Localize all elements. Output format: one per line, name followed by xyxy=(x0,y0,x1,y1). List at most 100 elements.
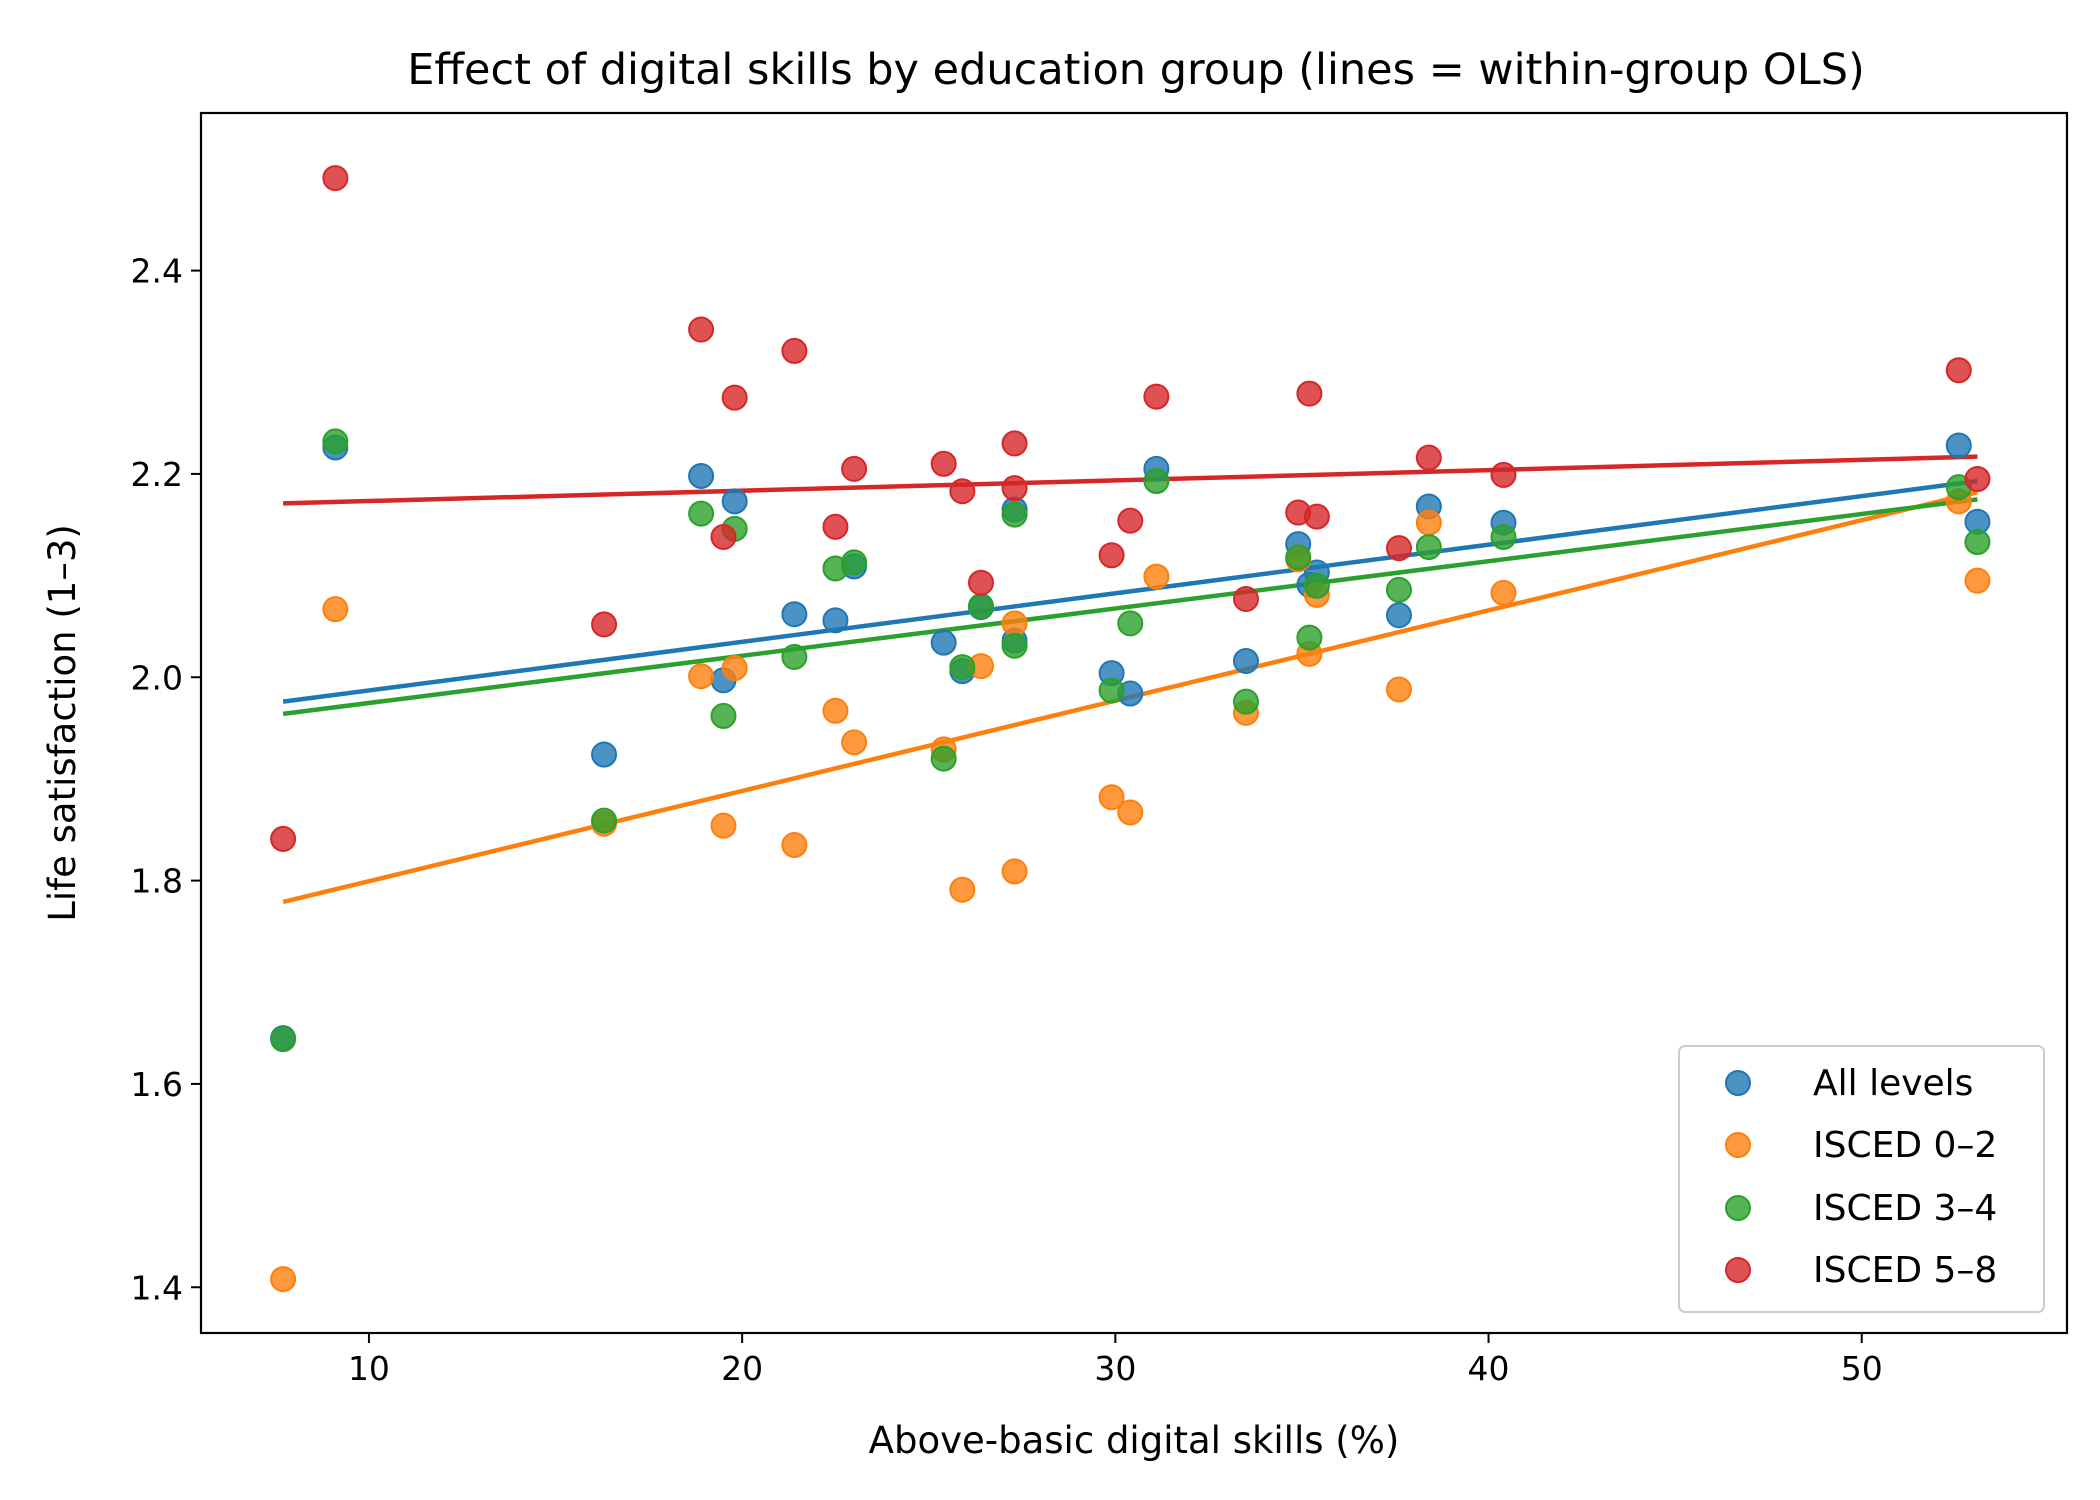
point-isced-5-8 xyxy=(1415,444,1442,471)
x-axis-ticks: 10 20 30 40 50 xyxy=(348,1333,1883,1388)
point-isced-5-8 xyxy=(930,450,957,477)
legend: All levels ISCED 0–2 ISCED 3–4 ISCED 5–8 xyxy=(1678,1045,2045,1313)
point-isced-5-8 xyxy=(1001,475,1028,502)
point-isced-3-4 xyxy=(967,593,994,620)
point-isced-3-4 xyxy=(270,1026,297,1053)
chart-title: Effect of digital skills by education gr… xyxy=(407,45,1865,95)
point-isced-3-4 xyxy=(930,745,957,772)
point-isced-3-4 xyxy=(841,549,868,576)
y-tick-label: 2.4 xyxy=(131,252,183,291)
point-isced-0-2 xyxy=(1117,799,1144,826)
point-isced-3-4 xyxy=(1001,501,1028,528)
legend-label-isced-0-2: ISCED 0–2 xyxy=(1813,1125,1997,1166)
point-isced-3-4 xyxy=(1490,523,1517,550)
plot-area-frame xyxy=(199,111,2069,1335)
y-tick-label: 2.0 xyxy=(131,658,183,697)
fit-line-all-levels xyxy=(282,478,1978,704)
point-isced-3-4 xyxy=(1117,610,1144,637)
legend-frame xyxy=(1678,1045,2045,1313)
y-tick-label: 2.2 xyxy=(131,455,183,494)
point-isced-5-8 xyxy=(822,513,849,540)
point-isced-5-8 xyxy=(1143,383,1170,410)
point-isced-3-4 xyxy=(781,643,808,670)
point-isced-5-8 xyxy=(1232,585,1259,612)
point-isced-0-2 xyxy=(1143,563,1170,590)
legend-marker-isced-0-2 xyxy=(1725,1132,1751,1158)
point-isced-0-2 xyxy=(1098,784,1125,811)
point-isced-0-2 xyxy=(270,1266,297,1293)
point-all-levels xyxy=(688,462,715,489)
scatter-points xyxy=(270,165,1991,1293)
point-all-levels xyxy=(1945,432,1972,459)
point-all-levels xyxy=(1385,602,1412,629)
point-isced-5-8 xyxy=(949,478,976,505)
point-isced-5-8 xyxy=(1385,535,1412,562)
legend-label-isced-3-4: ISCED 3–4 xyxy=(1813,1188,1997,1229)
x-tick-label: 40 xyxy=(1468,1349,1510,1388)
point-isced-5-8 xyxy=(841,455,868,482)
point-isced-3-4 xyxy=(710,702,737,729)
point-isced-0-2 xyxy=(822,697,849,724)
point-isced-5-8 xyxy=(781,337,808,364)
point-isced-0-2 xyxy=(710,812,737,839)
point-isced-5-8 xyxy=(710,523,737,550)
point-isced-0-2 xyxy=(322,596,349,623)
point-isced-5-8 xyxy=(688,316,715,343)
point-isced-3-4 xyxy=(1285,544,1312,571)
point-isced-5-8 xyxy=(1117,507,1144,534)
point-isced-3-4 xyxy=(1232,688,1259,715)
y-tick-label: 1.8 xyxy=(131,862,183,901)
point-isced-5-8 xyxy=(1945,357,1972,384)
legend-label-isced-5-8: ISCED 5–8 xyxy=(1813,1250,1997,1291)
point-isced-0-2 xyxy=(1001,610,1028,637)
x-tick-label: 20 xyxy=(721,1349,763,1388)
point-isced-0-2 xyxy=(688,663,715,690)
point-all-levels xyxy=(822,607,849,634)
point-isced-5-8 xyxy=(322,165,349,192)
fit-line-isced-5-8 xyxy=(283,454,1978,506)
x-axis-label: Above-basic digital skills (%) xyxy=(869,1419,1400,1462)
point-isced-3-4 xyxy=(1296,624,1323,651)
point-isced-0-2 xyxy=(1385,676,1412,703)
x-tick-label: 30 xyxy=(1094,1349,1136,1388)
point-isced-3-4 xyxy=(1098,677,1125,704)
point-isced-0-2 xyxy=(949,876,976,903)
point-isced-3-4 xyxy=(949,654,976,681)
y-tick-label: 1.6 xyxy=(131,1065,183,1104)
point-all-levels xyxy=(721,488,748,515)
point-all-levels xyxy=(1232,647,1259,674)
point-isced-3-4 xyxy=(1964,529,1991,556)
legend-label-all-levels: All levels xyxy=(1813,1063,1973,1104)
fit-line-isced-3-4 xyxy=(282,497,1978,717)
legend-marker-isced-5-8 xyxy=(1725,1257,1751,1283)
point-all-levels xyxy=(591,741,618,768)
point-isced-3-4 xyxy=(322,428,349,455)
point-isced-0-2 xyxy=(1964,567,1991,594)
point-isced-5-8 xyxy=(967,569,994,596)
legend-marker-isced-3-4 xyxy=(1725,1195,1751,1221)
point-isced-5-8 xyxy=(1964,466,1991,492)
point-isced-0-2 xyxy=(841,729,868,756)
point-isced-5-8 xyxy=(1303,503,1330,530)
point-isced-5-8 xyxy=(721,384,748,411)
point-isced-3-4 xyxy=(1303,572,1330,599)
point-isced-3-4 xyxy=(1385,576,1412,603)
point-isced-3-4 xyxy=(1143,468,1170,495)
point-isced-5-8 xyxy=(1001,430,1028,457)
point-all-levels xyxy=(781,601,808,628)
point-isced-0-2 xyxy=(1490,579,1517,606)
point-isced-5-8 xyxy=(1098,542,1125,569)
point-isced-3-4 xyxy=(1415,534,1442,561)
point-isced-3-4 xyxy=(688,500,715,527)
point-isced-3-4 xyxy=(591,807,618,834)
point-isced-5-8 xyxy=(1296,380,1323,407)
point-isced-0-2 xyxy=(781,832,808,858)
x-tick-label: 10 xyxy=(348,1349,390,1388)
point-isced-0-2 xyxy=(1415,509,1442,536)
point-all-levels xyxy=(930,629,957,656)
point-isced-3-4 xyxy=(1001,632,1028,659)
point-isced-0-2 xyxy=(1001,858,1028,885)
y-tick-label: 1.4 xyxy=(131,1268,183,1307)
point-isced-5-8 xyxy=(270,825,297,852)
